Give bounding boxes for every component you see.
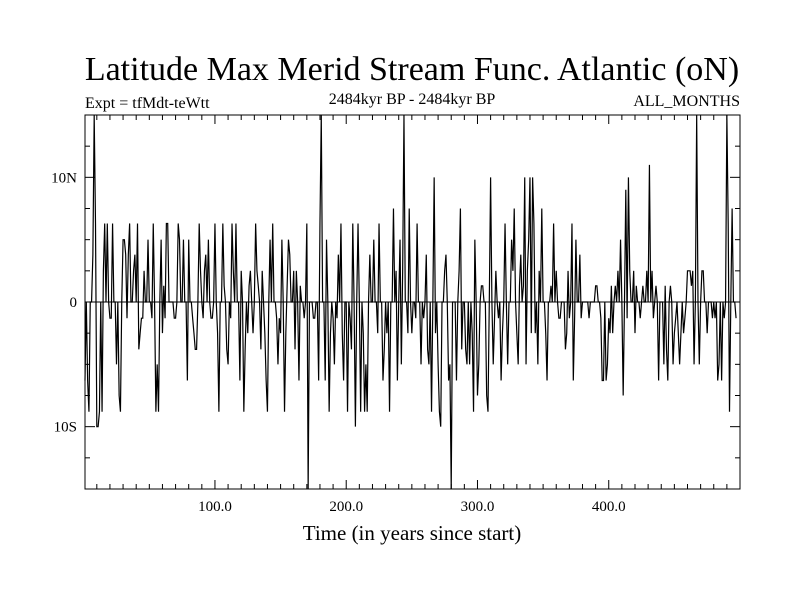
- plot-area: 100.0 200.0 300.0 400.0 10N 0 10S: [51, 114, 741, 515]
- chart-title: Latitude Max Merid Stream Func. Atlantic…: [85, 51, 739, 88]
- x-axis-label: Time (in years since start): [303, 521, 522, 545]
- series-line-0: [84, 114, 737, 490]
- y-tick-label: 10S: [54, 420, 77, 436]
- period-label: 2484kyr BP - 2484kyr BP: [329, 91, 496, 108]
- y-tick-label: 10N: [51, 170, 77, 186]
- x-tick-label: 100.0: [198, 499, 232, 515]
- x-tick-label: 300.0: [461, 499, 495, 515]
- experiment-label: Expt = tfMdt-teWtt: [85, 95, 210, 112]
- season-label: ALL_MONTHS: [633, 93, 740, 110]
- x-tick-label: 200.0: [329, 499, 363, 515]
- y-tick-label: 0: [70, 295, 78, 311]
- x-tick-label: 400.0: [592, 499, 626, 515]
